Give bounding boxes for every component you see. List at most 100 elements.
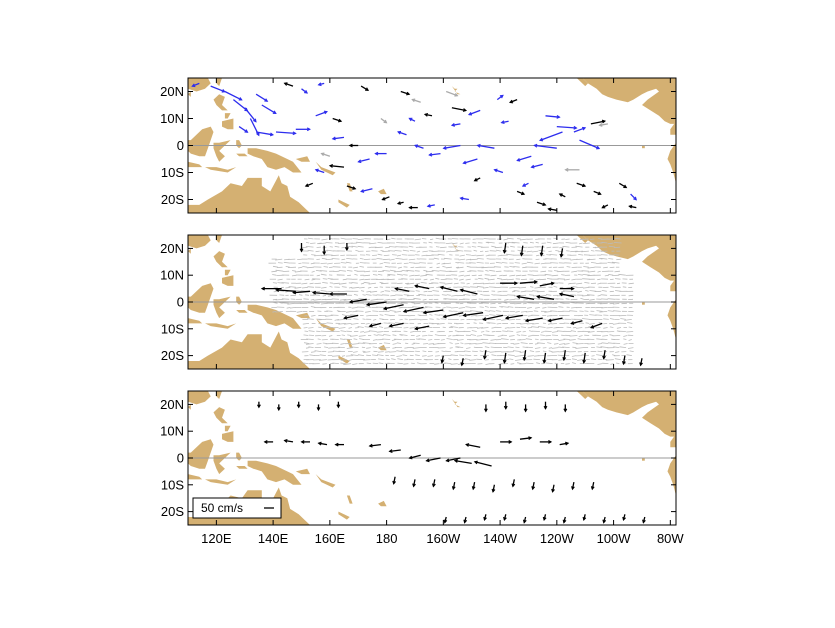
current-vector	[471, 481, 476, 491]
legend-box	[192, 497, 282, 519]
current-vector	[344, 243, 349, 252]
land-mexico	[571, 235, 676, 281]
current-vector	[576, 182, 587, 188]
land-seram	[236, 310, 248, 313]
current-vector	[360, 188, 373, 193]
current-vector	[304, 182, 314, 188]
current-vector	[428, 152, 441, 157]
y-tick-label: 20S	[161, 348, 184, 363]
land-visayas	[224, 425, 231, 432]
current-vector	[396, 201, 404, 205]
land-colombia	[670, 277, 676, 292]
current-vector	[465, 443, 481, 448]
land-colombia	[670, 121, 676, 135]
current-vector	[463, 516, 468, 524]
current-vector	[542, 514, 547, 522]
current-vector	[411, 98, 421, 103]
current-vector	[516, 190, 526, 196]
current-vector	[414, 284, 430, 290]
current-vector	[639, 358, 643, 367]
current-vector	[414, 144, 424, 149]
current-vector	[336, 401, 341, 409]
current-vector	[582, 352, 587, 364]
current-vector	[628, 204, 637, 209]
land-solomon	[315, 474, 336, 488]
current-vector	[311, 290, 330, 295]
current-vector	[408, 117, 416, 122]
current-vector	[315, 110, 328, 117]
current-vector	[500, 440, 513, 444]
land-halmahera	[236, 452, 242, 461]
y-tick-label: 10N	[160, 268, 184, 283]
current-vector	[467, 109, 481, 116]
current-vector	[334, 442, 344, 447]
y-tick-label: 0	[177, 295, 184, 310]
current-vector	[374, 151, 387, 156]
current-vector	[564, 167, 580, 172]
x-tick-label: 140W	[483, 531, 518, 546]
current-vector	[426, 203, 435, 208]
current-vector	[504, 314, 523, 320]
current-vector	[368, 322, 382, 328]
land-bismarck	[295, 468, 310, 475]
land-galapagos	[642, 145, 645, 149]
land-taiwan	[216, 78, 222, 87]
current-vector	[443, 516, 448, 524]
current-vector	[571, 481, 575, 491]
current-vector	[422, 309, 444, 315]
current-vector	[551, 484, 555, 493]
scale-legend: 50 cm/s	[192, 497, 282, 519]
current-vector	[459, 288, 478, 295]
top-panel: 20N 10N 0 10S 20S	[160, 77, 677, 214]
land-visayas	[224, 113, 231, 119]
current-vector	[343, 314, 359, 320]
land-hainan	[188, 404, 191, 410]
current-vector	[476, 143, 495, 149]
y-tick-label: 10N	[160, 111, 184, 126]
current-vector	[509, 98, 518, 104]
current-vector	[388, 322, 404, 328]
current-vector	[210, 85, 226, 93]
background-vector-field	[268, 237, 634, 365]
land-visayas	[224, 269, 231, 276]
current-vector	[402, 306, 424, 313]
current-vector	[408, 205, 418, 210]
current-vector	[451, 107, 468, 112]
current-vector	[556, 125, 578, 130]
y-tick-label: 20S	[161, 504, 184, 519]
middle-panel: 20N 10N 0 10S 20S	[160, 234, 677, 370]
current-vector	[295, 127, 311, 132]
current-vector	[332, 117, 343, 123]
land-lesser	[205, 167, 237, 173]
current-vector	[511, 479, 516, 488]
current-vector	[570, 320, 583, 325]
current-vector	[589, 322, 603, 329]
land-vanuatu	[346, 495, 353, 504]
y-tick-label: 0	[177, 451, 184, 466]
land-bismarck	[295, 156, 310, 162]
y-tick-label: 10S	[161, 477, 184, 492]
land-bismarck	[295, 312, 310, 319]
current-vector	[300, 440, 310, 444]
current-vector	[484, 404, 488, 413]
land-southam	[667, 142, 676, 213]
land-halmahera	[236, 296, 242, 305]
current-vector	[400, 90, 411, 96]
land-mindanao	[222, 118, 234, 130]
current-vector	[301, 88, 309, 94]
current-vector	[622, 514, 626, 522]
current-vector	[460, 358, 465, 367]
current-vector	[360, 85, 370, 91]
current-vector	[380, 117, 388, 124]
legend-label: 50 cm/s	[201, 501, 243, 515]
current-vector	[382, 304, 404, 311]
current-vector	[593, 190, 602, 196]
current-vector	[602, 516, 607, 524]
current-vector	[522, 516, 527, 524]
current-vector	[317, 441, 328, 446]
current-vector	[482, 350, 487, 360]
current-vector	[602, 350, 606, 360]
land-asia	[188, 235, 211, 249]
current-vector	[224, 90, 243, 101]
